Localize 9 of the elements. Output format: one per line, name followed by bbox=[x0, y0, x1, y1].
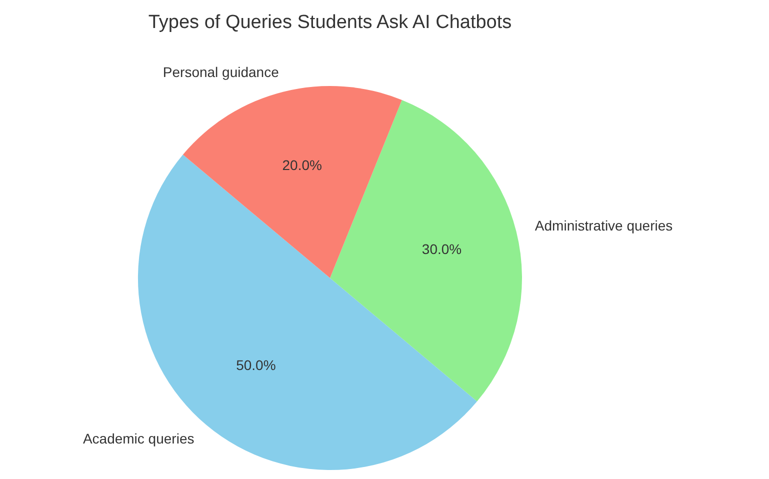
slice-label: Administrative queries bbox=[534, 218, 673, 234]
data-label: 50.0% bbox=[236, 356, 276, 373]
pie-slice bbox=[182, 86, 402, 278]
chart-title: Types of Queries Students Ask AI Chatbots bbox=[148, 12, 512, 33]
pie-slice bbox=[330, 100, 522, 402]
slice-label: Personal guidance bbox=[162, 64, 280, 80]
slice-label: Academic queries bbox=[82, 430, 194, 446]
data-label: 20.0% bbox=[282, 156, 322, 173]
data-label: 30.0% bbox=[422, 240, 462, 257]
